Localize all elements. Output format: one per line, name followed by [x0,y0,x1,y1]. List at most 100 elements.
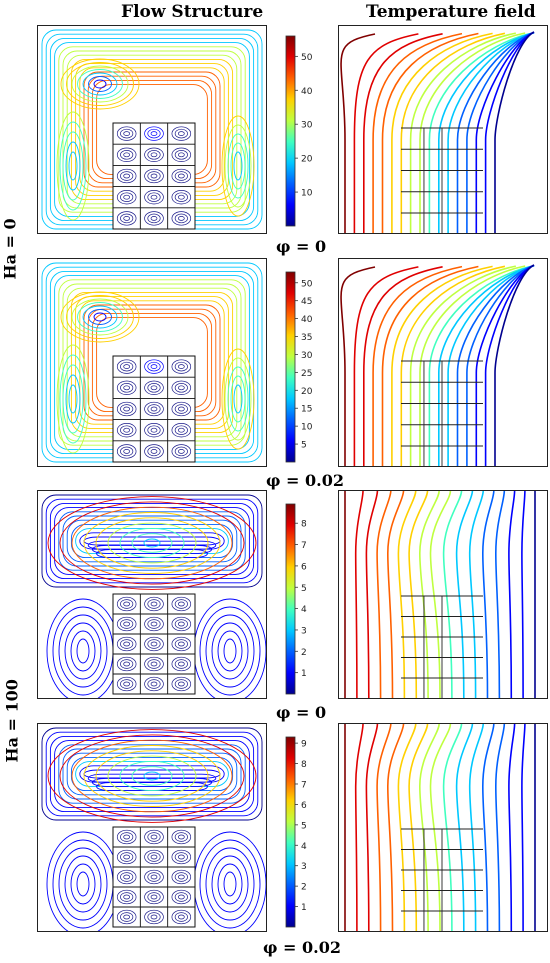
cell-vortex [144,444,164,459]
cell-vortex [171,380,192,395]
cell-vortex [174,679,188,689]
side-vortex-loop [56,111,90,221]
cell-vortex [150,834,158,840]
isotherms-3 [344,491,536,698]
colorbar-tick-label: 8 [301,760,307,770]
cell-vortex [144,676,164,692]
isotherm-line [494,264,535,466]
lower-loop [199,606,261,696]
cell-vortex [116,829,137,845]
isotherm-line [438,32,535,233]
cell-vortex [171,656,192,672]
cell-vortex [174,361,188,372]
cell-vortex [171,168,192,184]
temperature-panel-1 [338,25,548,234]
isotherm-line [429,491,452,698]
isotherm-line [391,32,493,233]
cell-vortex [174,659,188,669]
porous-block-outline [401,828,483,931]
isotherm-line [409,32,516,233]
porous-block [112,593,196,695]
phi-label-3: φ = 0 [276,703,327,722]
cell-vortex [147,213,161,224]
cell-vortex [147,192,161,202]
cell-vortex [171,849,192,865]
lower-loop [76,871,90,897]
porous-block-outline [401,595,483,698]
colorbar-tick-label: 3 [301,626,307,636]
vortex-loop [131,533,173,553]
streamline-loop [45,731,259,817]
colorbar-gradient [285,35,296,227]
isotherm-line [400,265,506,466]
cell-vortex [123,621,131,627]
cell-vortex [116,869,137,885]
vortex-loop [93,312,107,322]
cell-vortex [150,449,158,454]
isotherm-line [429,724,452,931]
isotherm-line [419,32,526,233]
vortex-loop [143,771,161,781]
cell-vortex [174,171,188,181]
cell-vortex [120,171,134,181]
cell-vortex [123,216,131,221]
side-vortex-loop [230,375,246,423]
lower-loop [52,606,114,696]
side-vortex-loop [233,384,243,414]
cell-vortex [174,128,188,139]
side-vortex-loop [65,374,81,424]
temperature-panel-4 [338,723,548,932]
vortex-loop [77,302,123,332]
lower-loop [76,638,90,664]
isotherm-line [363,266,443,466]
isotherm-line [468,491,484,698]
cell-vortex [120,425,134,435]
cell-vortex [177,641,185,647]
cell-vortex [123,854,131,860]
vortex-loop [59,501,245,585]
cell-vortex [171,889,192,905]
cell-vortex [123,427,131,433]
isotherm-line [381,32,479,233]
side-vortex-loop [56,344,90,454]
cell-vortex [116,190,137,205]
cell-vortex [120,404,134,414]
cell-vortex [174,192,188,202]
cell-vortex [144,423,164,438]
cell-vortex [116,676,137,692]
cell-vortex [116,656,137,672]
side-vortex-loop [221,348,255,450]
isotherm-line [447,264,535,466]
isotherm-line [353,266,419,466]
colorbar-tick-label: 3 [301,862,307,872]
streamline-loop [58,744,246,804]
streamline-loop [66,752,238,796]
cell-vortex [147,892,161,902]
cell-vortex [171,359,192,374]
streamlines-2 [41,262,263,463]
isotherms-2 [340,264,535,466]
lower-loop [58,614,108,688]
colorbar-tick-label: 50 [301,279,313,289]
vortex-loop [119,760,185,792]
cell-vortex [144,190,164,205]
cell-vortex [150,152,158,158]
cell-vortex [120,361,134,372]
cell-vortex [116,889,137,905]
streamline-loop [58,511,246,571]
cell-vortex [171,423,192,438]
colorbar-tick-label: 25 [301,369,312,379]
row-label-ha0: Ha = 0 [0,218,20,280]
cell-vortex [150,601,158,607]
cell-vortex [174,599,188,609]
cell-vortex [147,659,161,669]
cell-vortex [120,150,134,160]
lower-loop [223,871,237,897]
streamlines-4 [41,727,266,931]
isotherm-line [365,491,379,698]
isotherm-line [455,724,474,931]
isotherm-line [376,724,392,931]
isotherm-line [372,265,463,466]
cell-vortex [144,656,164,672]
streamline-loop [62,515,242,567]
